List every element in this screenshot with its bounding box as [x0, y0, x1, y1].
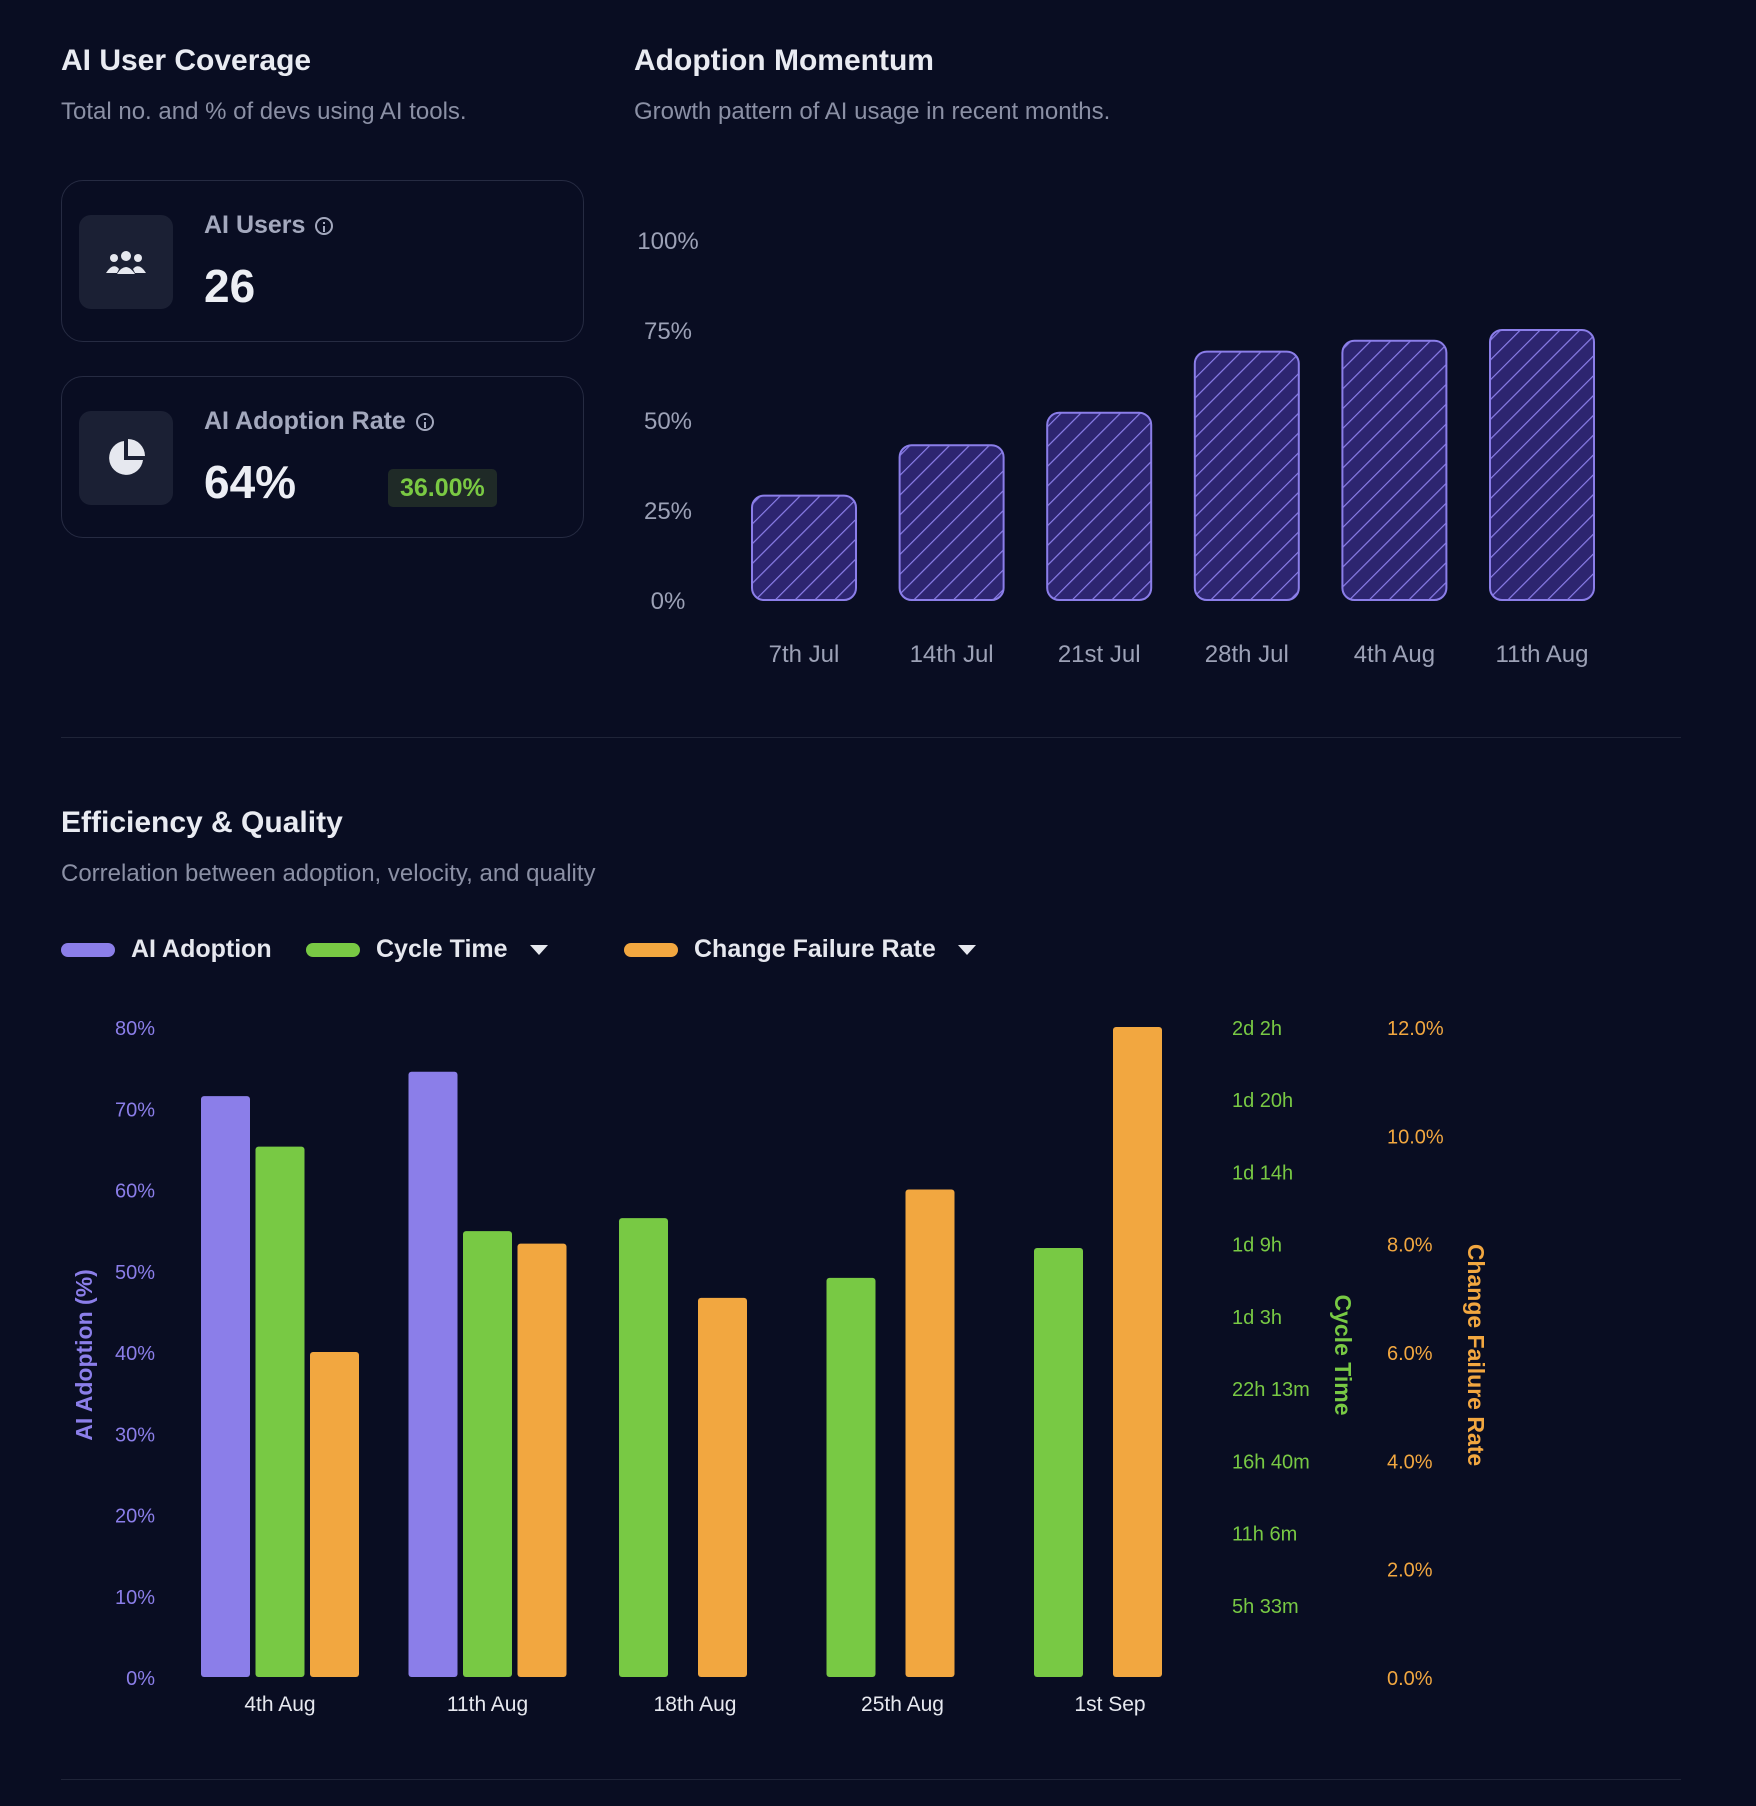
- ai-users-value: 26: [204, 260, 256, 312]
- ai-users-card: AI Users 26: [61, 180, 584, 342]
- coverage-subtitle: Total no. and % of devs using AI tools.: [61, 98, 467, 125]
- x-tick-label: 7th Jul: [769, 641, 840, 668]
- y-left-tick-label: 60%: [115, 1181, 155, 1203]
- bar-cycle-time[interactable]: [619, 1218, 668, 1677]
- ai-adoption-label-row: AI Adoption Rate: [204, 407, 434, 436]
- legend-swatch-purple: [61, 942, 115, 957]
- ai-adoption-rate-card: AI Adoption Rate 64% 36.00%: [61, 376, 584, 538]
- x-tick-label: 25th Aug: [861, 1693, 944, 1716]
- adoption-delta-badge: 36.00%: [388, 469, 497, 507]
- y-left-tick-label: 80%: [115, 1018, 155, 1040]
- y-tick-label: 100%: [637, 228, 698, 255]
- bar-cycle-time[interactable]: [463, 1231, 512, 1677]
- y-left-tick-label: 50%: [115, 1262, 155, 1284]
- info-icon[interactable]: [315, 216, 334, 235]
- y-left-tick-label: 30%: [115, 1424, 155, 1446]
- bar-change-failure-rate[interactable]: [517, 1243, 567, 1677]
- y-cfr-tick-label: 0.0%: [1387, 1668, 1433, 1690]
- pie-chart-icon: [79, 411, 173, 505]
- legend-ai-adoption-label: AI Adoption: [131, 935, 272, 963]
- efficiency-title: Efficiency & Quality: [61, 806, 343, 839]
- x-tick-label: 18th Aug: [654, 1693, 737, 1716]
- y-left-tick-label: 10%: [115, 1587, 155, 1609]
- x-tick-label: 11th Aug: [447, 1693, 528, 1716]
- momentum-bar[interactable]: [751, 494, 857, 602]
- bar-ai-adoption[interactable]: [408, 1071, 458, 1677]
- y-cycle-tick-label: 1d 3h: [1232, 1307, 1282, 1329]
- y-cycle-tick-label: 1d 20h: [1232, 1090, 1293, 1112]
- efficiency-subtitle: Correlation between adoption, velocity, …: [61, 860, 596, 887]
- y-cfr-tick-label: 10.0%: [1387, 1126, 1444, 1148]
- x-tick-label: 4th Aug: [1354, 641, 1435, 668]
- y-tick-label: 50%: [644, 408, 692, 435]
- y-axis-left-label: AI Adoption (%): [71, 1269, 97, 1441]
- y-tick-label: 25%: [644, 498, 692, 525]
- bar-change-failure-rate[interactable]: [698, 1297, 747, 1677]
- y-cycle-tick-label: 22h 13m: [1232, 1379, 1310, 1401]
- bar-cycle-time[interactable]: [826, 1277, 876, 1677]
- ai-adoption-value: 64%: [204, 456, 297, 508]
- legend-change-failure-rate[interactable]: Change Failure Rate: [624, 935, 976, 964]
- efficiency-quality-chart: 0% 10% 20% 30% 40% 50% 60% 70% 80% 5h 33m 11h 6m 1…: [71, 1018, 1489, 1716]
- bar-cycle-time[interactable]: [1034, 1248, 1083, 1677]
- x-tick-label: 11th Aug: [1496, 641, 1589, 668]
- y-cycle-tick-label: 5h 33m: [1232, 1596, 1299, 1618]
- coverage-title: AI User Coverage: [61, 44, 312, 77]
- legend-cycle-time-label: Cycle Time: [376, 935, 508, 963]
- info-icon[interactable]: [415, 412, 434, 431]
- y-cfr-tick-label: 12.0%: [1387, 1018, 1444, 1040]
- y-tick-label: 0%: [651, 588, 686, 615]
- x-tick-label: 28th Jul: [1205, 641, 1289, 668]
- x-tick-label: 14th Jul: [910, 641, 994, 668]
- y-left-tick-label: 0%: [126, 1668, 155, 1690]
- bar-ai-adoption[interactable]: [201, 1096, 250, 1677]
- bar-change-failure-rate[interactable]: [905, 1189, 955, 1678]
- y-cycle-tick-label: 1d 14h: [1232, 1162, 1293, 1184]
- y-cfr-tick-label: 4.0%: [1387, 1451, 1433, 1473]
- bar-cycle-time[interactable]: [255, 1146, 305, 1677]
- y-cfr-tick-label: 2.0%: [1387, 1560, 1433, 1582]
- y-cycle-tick-label: 1d 9h: [1232, 1235, 1282, 1257]
- y-left-tick-label: 70%: [115, 1099, 155, 1121]
- legend-swatch-green: [306, 942, 360, 957]
- y-left-tick-label: 20%: [115, 1506, 155, 1528]
- momentum-bar[interactable]: [1341, 339, 1448, 602]
- momentum-bar[interactable]: [1489, 329, 1595, 601]
- legend-cfr-label: Change Failure Rate: [694, 935, 936, 963]
- y-axis-cycle-label: Cycle Time: [1330, 1294, 1356, 1415]
- chevron-down-icon[interactable]: [529, 944, 548, 955]
- users-icon: [79, 215, 173, 309]
- momentum-title: Adoption Momentum: [634, 44, 934, 77]
- legend-swatch-orange: [624, 942, 678, 957]
- momentum-bar[interactable]: [1193, 350, 1300, 601]
- y-left-tick-label: 40%: [115, 1343, 155, 1365]
- momentum-bar[interactable]: [1046, 411, 1153, 601]
- ai-adoption-label: AI Adoption Rate: [204, 407, 406, 435]
- x-tick-label: 1st Sep: [1074, 1693, 1145, 1716]
- ai-users-label-row: AI Users: [204, 211, 334, 240]
- section-divider: [61, 737, 1681, 738]
- bar-change-failure-rate[interactable]: [1113, 1027, 1162, 1677]
- momentum-subtitle: Growth pattern of AI usage in recent mon…: [634, 98, 1111, 125]
- y-cycle-tick-label: 16h 40m: [1232, 1451, 1310, 1473]
- legend-cycle-time[interactable]: Cycle Time: [306, 935, 548, 964]
- section-divider: [61, 1779, 1681, 1780]
- x-tick-label: 21st Jul: [1058, 641, 1141, 668]
- ai-users-label: AI Users: [204, 211, 306, 239]
- legend-ai-adoption[interactable]: AI Adoption: [61, 935, 272, 964]
- y-cycle-tick-label: 2d 2h: [1232, 1018, 1282, 1040]
- y-axis-cfr-label: Change Failure Rate: [1463, 1244, 1489, 1466]
- y-cfr-tick-label: 6.0%: [1387, 1343, 1433, 1365]
- chevron-down-icon[interactable]: [957, 944, 976, 955]
- momentum-bar[interactable]: [898, 444, 1005, 601]
- y-cycle-tick-label: 11h 6m: [1232, 1524, 1297, 1546]
- adoption-momentum-chart: 0% 25% 50% 75% 100% 7th Jul 14th Jul 21st Jul 2…: [637, 228, 1595, 668]
- bar-change-failure-rate[interactable]: [310, 1352, 359, 1677]
- x-tick-label: 4th Aug: [244, 1693, 315, 1716]
- y-tick-label: 75%: [644, 318, 692, 345]
- y-cfr-tick-label: 8.0%: [1387, 1235, 1433, 1257]
